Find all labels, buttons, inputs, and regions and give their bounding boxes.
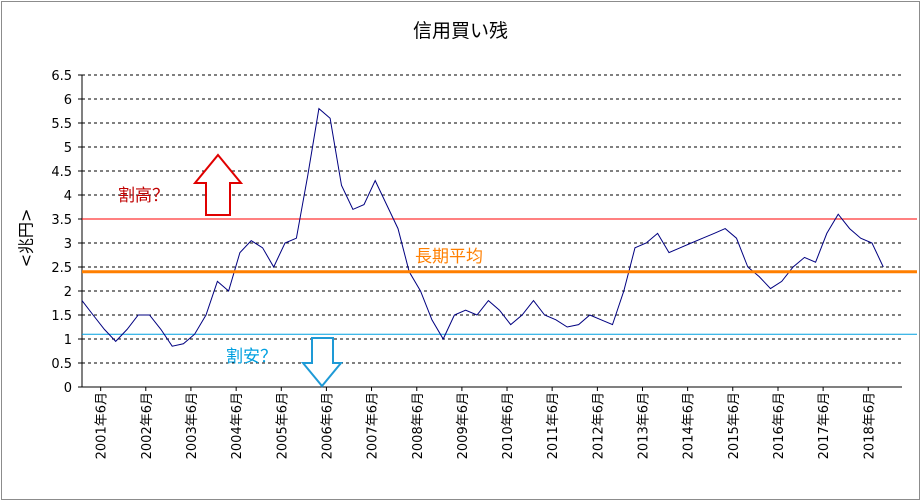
x-tick-label-13: 2014年6月 [682, 392, 697, 459]
x-tick-label-7: 2008年6月 [411, 392, 426, 459]
y-tick-label-10: 5 [64, 141, 72, 156]
y-tick-label-0: 0 [64, 381, 72, 396]
y-tick-label-5: 2.5 [51, 261, 72, 276]
down-arrow-icon [300, 337, 344, 388]
x-tick-label-11: 2012年6月 [591, 392, 606, 459]
y-tick-label-4: 2 [64, 285, 72, 300]
y-tick-label-6: 3 [64, 237, 72, 252]
x-tick-label-6: 2007年6月 [366, 392, 381, 459]
y-tick-label-7: 3.5 [51, 213, 72, 228]
undervalued-label: 割安？ [226, 347, 277, 367]
x-tick-label-8: 2009年6月 [456, 392, 471, 459]
x-tick-label-4: 2005年6月 [275, 392, 290, 459]
y-tick-label-12: 6 [64, 93, 72, 108]
x-tick-label-2: 2003年6月 [185, 392, 200, 459]
x-tick-label-3: 2004年6月 [230, 392, 245, 459]
x-tick-label-0: 2001年6月 [95, 392, 110, 459]
y-tick-label-11: 5.5 [51, 117, 72, 132]
x-tick-label-16: 2017年6月 [817, 392, 832, 459]
x-tick-label-17: 2018年6月 [862, 392, 877, 459]
x-tick-label-9: 2010年6月 [501, 392, 516, 459]
x-tick-label-10: 2011年6月 [546, 392, 561, 459]
x-tick-label-1: 2002年6月 [140, 392, 155, 459]
chart-title: 信用買い残 [412, 20, 508, 42]
y-tick-label-13: 6.5 [51, 69, 72, 84]
y-tick-label-8: 4 [64, 189, 72, 204]
average-label: 長期平均 [415, 247, 483, 267]
x-tick-label-5: 2006年6月 [320, 392, 335, 459]
y-tick-label-9: 4.5 [51, 165, 72, 180]
x-tick-label-12: 2013年6月 [637, 392, 652, 459]
y-tick-label-2: 1 [64, 333, 72, 348]
y-tick-label-1: 0.5 [51, 357, 72, 372]
x-tick-label-15: 2016年6月 [772, 392, 787, 459]
overvalued-label: 割高？ [118, 186, 169, 206]
x-tick-label-14: 2015年6月 [727, 392, 742, 459]
y-tick-label-3: 1.5 [51, 309, 72, 324]
credit-balance-line [81, 107, 884, 347]
up-arrow-icon [192, 153, 244, 216]
